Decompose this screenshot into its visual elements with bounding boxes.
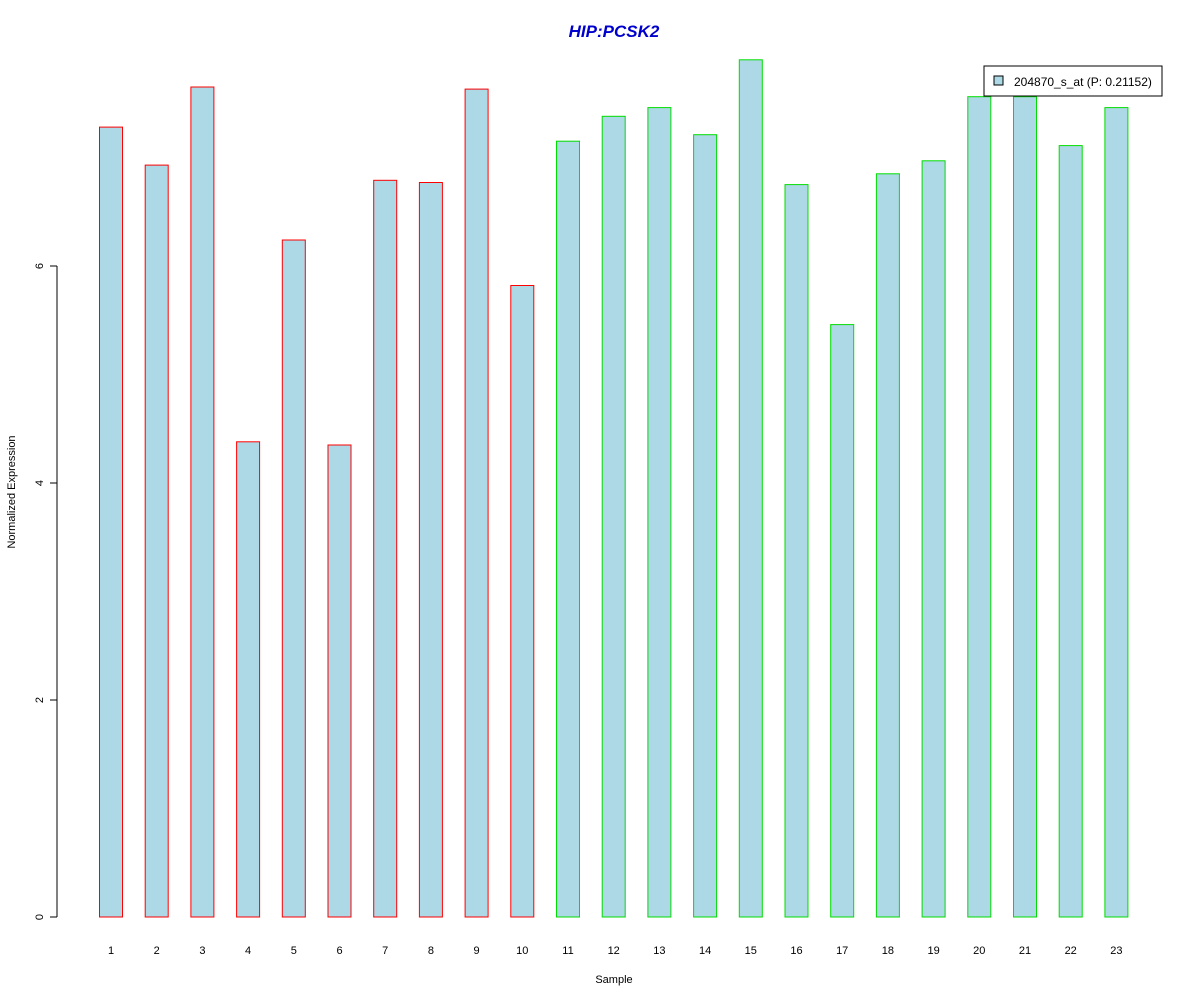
x-tick-label: 4 [245,945,251,957]
x-tick-label: 16 [790,945,802,957]
x-tick-label: 9 [474,945,480,957]
bar-9 [464,88,489,918]
bar-14 [693,134,718,918]
x-tick-label: 23 [1110,945,1122,957]
bar-7 [373,179,398,918]
x-tick-label: 14 [699,945,711,957]
y-axis: 0 2 4 6 [34,263,58,920]
x-tick-label: 22 [1065,945,1077,957]
legend-box [983,65,1163,97]
chart-title: HIP:PCSK2 [569,22,660,41]
bar-21 [1013,96,1037,918]
bar-4 [236,441,261,918]
bar-10 [510,285,535,918]
y-tick-label: 0 [34,914,46,920]
x-tick-label: 11 [562,945,573,957]
x-tick-label: 7 [382,945,388,957]
x-tick-label: 6 [336,945,342,957]
x-tick-label: 18 [882,945,894,957]
bar-20 [967,96,992,918]
bar-15 [738,59,763,918]
y-tick-label: 6 [34,263,46,269]
bar-3 [190,86,215,918]
bar-13 [647,107,672,918]
bar-19 [921,160,946,918]
bar-6 [327,444,352,918]
y-tick-label: 4 [34,480,46,486]
x-tick-label: 17 [836,945,848,957]
legend-label: 204870_s_at (P: 0.21152) [1014,75,1152,89]
x-tick-label: 20 [973,945,985,957]
x-tick-labels: 1 2 3 4 5 6 7 8 9 10 11 12 13 14 15 16 17 18 19 20 21 22 23 [108,945,1123,957]
x-tick-label: 8 [428,945,434,957]
x-tick-label: 21 [1019,945,1031,957]
y-axis-label: Normalized Expression [6,435,18,548]
x-tick-label: 2 [154,945,160,957]
x-tick-label: 5 [291,945,297,957]
bar-2 [144,164,169,918]
x-tick-label: 19 [927,945,939,957]
x-tick-label: 15 [745,945,757,957]
x-tick-label: 3 [199,945,205,957]
x-tick-label: 12 [608,945,620,957]
bar-11 [556,140,580,918]
bar-17 [830,324,855,918]
legend-swatch [993,75,1004,86]
bar-16 [784,184,809,918]
bar-18 [875,173,900,918]
x-tick-label: 10 [516,945,528,957]
x-tick-label: 13 [653,945,665,957]
bar-8 [418,182,443,918]
bar-23 [1104,107,1129,918]
bar-1 [99,126,123,918]
bar-22 [1058,145,1083,918]
bar-12 [601,115,626,918]
legend: 204870_s_at (P: 0.21152) [983,65,1163,97]
x-axis-label: Sample [595,974,632,986]
x-tick-label: 1 [108,945,114,957]
bars-group [99,59,1129,918]
bar-5 [281,239,306,918]
y-tick-label: 2 [34,697,46,703]
